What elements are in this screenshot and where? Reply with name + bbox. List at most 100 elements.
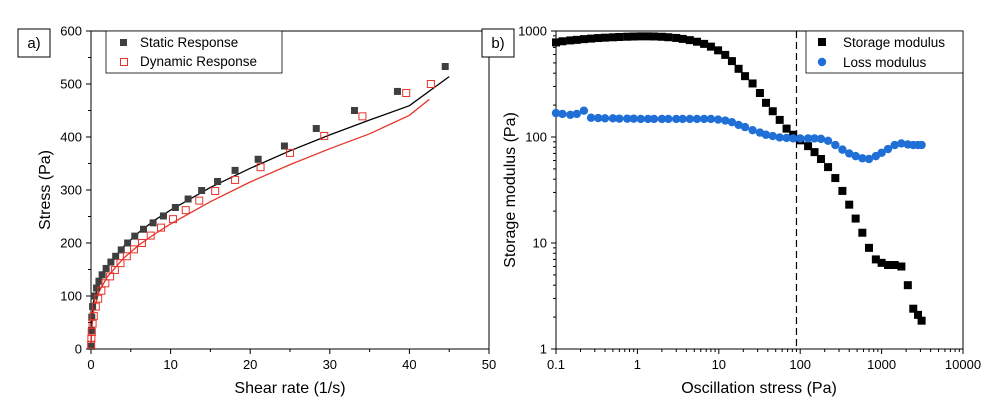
data-point-static (98, 271, 106, 279)
data-point-storage (636, 32, 645, 41)
data-point-storage (851, 214, 860, 223)
data-point-storage (810, 148, 819, 157)
data-point-loss (883, 144, 893, 154)
data-point-dynamic (211, 187, 220, 196)
data-point-storage (913, 310, 922, 319)
y-axis-label-b: Storage modulus (Pa) (502, 112, 519, 268)
data-point-loss (706, 114, 716, 124)
data-point-storage (858, 228, 867, 237)
panel-label-box-b (481, 28, 515, 58)
x-tick-label-a: 30 (323, 357, 337, 372)
data-point-loss (713, 115, 723, 124)
y-tick-label-a: 0 (75, 342, 82, 357)
data-point-loss (917, 140, 926, 150)
data-point-loss (727, 117, 737, 127)
data-point-loss (897, 139, 906, 148)
data-point-static (124, 239, 132, 247)
data-point-dynamic (157, 223, 166, 232)
legend-b (805, 30, 964, 74)
data-point-loss (551, 108, 561, 118)
data-point-storage (552, 38, 560, 47)
y-tick-label-a: 500 (60, 77, 82, 92)
data-point-static (88, 313, 96, 321)
legend-marker-loss (817, 57, 827, 67)
panel-label-b: b) (491, 35, 504, 52)
data-point-loss (672, 114, 681, 124)
data-point-dynamic (87, 340, 96, 349)
x-axis-label-a: Shear rate (1/s) (234, 380, 345, 397)
data-point-loss (566, 110, 575, 119)
data-point-dynamic (146, 231, 155, 240)
data-point-storage (579, 35, 588, 44)
data-point-storage (864, 243, 873, 252)
data-point-static (214, 178, 222, 186)
data-point-loss (678, 114, 687, 124)
data-point-loss (816, 134, 826, 144)
data-point-loss (608, 114, 618, 123)
data-point-storage (721, 50, 730, 59)
data-point-loss (831, 140, 840, 150)
x-tick-label-a: 50 (482, 357, 496, 372)
data-point-dynamic (195, 196, 204, 205)
legend-marker-storage (818, 38, 826, 46)
data-point-static (254, 155, 262, 163)
data-point-storage (845, 200, 854, 209)
data-point-static (140, 225, 148, 233)
x-tick-label-b: 0.1 (547, 357, 565, 372)
data-point-storage (608, 33, 617, 42)
data-point-storage (644, 32, 653, 41)
data-point-storage (700, 39, 709, 48)
data-point-dynamic (116, 259, 125, 268)
legend-label-storage: Storage modulus (843, 35, 945, 50)
x-tick-label-a: 10 (163, 357, 177, 372)
panel-label-box-a (17, 28, 51, 58)
data-point-storage (566, 36, 575, 45)
data-point-dynamic (358, 112, 367, 121)
legend-label-loss: Loss modulus (843, 55, 927, 70)
data-point-dynamic (426, 80, 435, 88)
data-point-static (350, 107, 358, 114)
data-point-storage (838, 186, 847, 195)
data-point-loss (629, 114, 638, 123)
legend-marker-dynamic (120, 58, 128, 66)
data-point-loss (761, 130, 771, 139)
data-point-loss (877, 148, 886, 157)
data-point-loss (594, 113, 603, 123)
x-tick-label-b: 10 (712, 357, 726, 372)
data-point-static (107, 258, 115, 266)
data-point-dynamic (94, 294, 103, 303)
data-point-dynamic (320, 131, 329, 140)
y-axis-label-a: Stress (Pa) (37, 150, 54, 230)
data-point-storage (657, 32, 666, 41)
y-tick-label-a: 400 (60, 130, 82, 145)
data-point-static (184, 195, 192, 203)
data-point-dynamic (87, 328, 96, 337)
data-point-storage (890, 261, 899, 270)
y-tick-label-b: 1 (540, 342, 547, 357)
panel-label-a: a) (27, 35, 40, 52)
y-tick-label-a: 300 (60, 183, 82, 198)
data-point-storage (775, 115, 784, 124)
data-point-storage (572, 35, 581, 44)
data-point-storage (706, 42, 715, 51)
legend-marker-static (120, 39, 127, 46)
x-tick-label-b: 1000 (867, 357, 896, 372)
data-point-storage (768, 107, 777, 116)
data-point-storage (629, 32, 638, 41)
data-point-loss (600, 114, 610, 123)
x-tick-label-a: 20 (243, 357, 257, 372)
data-point-static (198, 187, 206, 195)
y-tick-label-b: 1000 (518, 24, 547, 39)
data-point-loss (657, 114, 667, 124)
y-tick-label-a: 200 (60, 236, 82, 251)
data-point-dynamic (87, 334, 96, 343)
data-point-storage (909, 304, 918, 313)
data-point-loss (740, 122, 750, 132)
data-point-loss (692, 114, 702, 124)
data-point-loss (823, 136, 833, 146)
data-point-static (149, 219, 157, 227)
y-tick-label-b: 10 (533, 236, 547, 251)
data-point-static (112, 252, 120, 260)
data-point-loss (649, 114, 659, 124)
